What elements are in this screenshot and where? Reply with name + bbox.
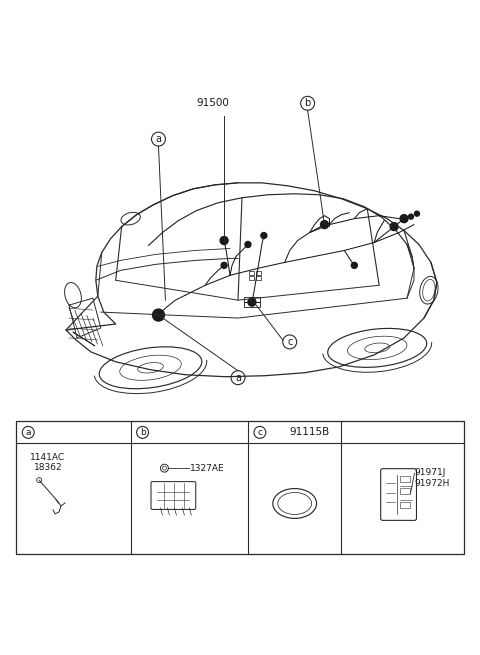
Text: a: a: [235, 373, 241, 383]
Text: 1327AE: 1327AE: [190, 464, 225, 473]
Bar: [256, 276, 261, 280]
Bar: [244, 297, 260, 307]
Text: 1141AC: 1141AC: [30, 453, 65, 462]
Bar: [399, 502, 409, 508]
Circle shape: [153, 309, 165, 321]
Circle shape: [261, 233, 267, 238]
Bar: [16, 421, 464, 553]
Text: b: b: [304, 98, 311, 108]
Bar: [249, 271, 254, 275]
Text: 18362: 18362: [34, 463, 63, 472]
Text: 91972H: 91972H: [415, 479, 450, 488]
Text: c: c: [257, 428, 263, 437]
Text: b: b: [140, 428, 145, 437]
Text: 91115B: 91115B: [289, 428, 330, 438]
Circle shape: [408, 214, 413, 219]
Bar: [256, 271, 261, 275]
Circle shape: [402, 216, 407, 221]
Circle shape: [248, 298, 256, 306]
Circle shape: [415, 211, 420, 216]
Circle shape: [245, 242, 251, 248]
Bar: [249, 276, 254, 280]
Circle shape: [321, 221, 328, 229]
Text: 91971J: 91971J: [415, 468, 446, 477]
Circle shape: [220, 236, 228, 244]
Text: 91500: 91500: [196, 98, 229, 108]
Circle shape: [400, 215, 408, 223]
Circle shape: [221, 263, 227, 269]
Text: a: a: [25, 428, 31, 437]
Text: c: c: [287, 337, 292, 347]
Bar: [399, 487, 409, 493]
Bar: [399, 476, 409, 481]
Circle shape: [390, 223, 398, 231]
Circle shape: [351, 263, 357, 269]
Text: a: a: [156, 134, 161, 144]
